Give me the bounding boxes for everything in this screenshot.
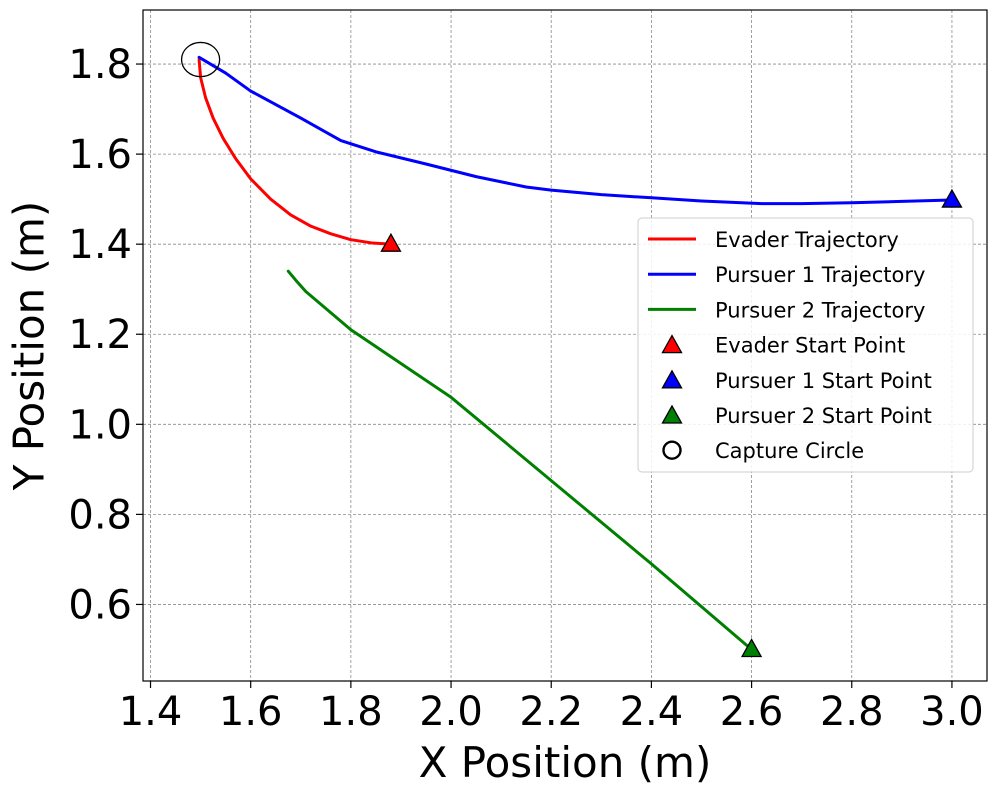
y-tick-label: 1.2 — [68, 312, 132, 358]
x-tick-label: 2.4 — [620, 689, 684, 735]
series-line — [197, 55, 954, 206]
x-tick-label: 1.8 — [319, 689, 383, 735]
legend-label: Evader Start Point — [715, 334, 905, 358]
y-tick-label: 1.8 — [68, 42, 132, 88]
y-tick-label: 0.6 — [68, 582, 132, 628]
legend-circle-swatch — [662, 440, 682, 460]
legend-triangle-swatch — [661, 404, 683, 424]
legend-triangle-swatch — [661, 334, 683, 354]
y-tick-label: 0.8 — [68, 492, 132, 538]
plot-area-frame — [142, 9, 988, 682]
y-tick-label: 1.6 — [68, 132, 132, 178]
plot-series — [180, 41, 963, 658]
x-tick-label: 3.0 — [920, 689, 984, 735]
y-tick-label: 1.4 — [68, 222, 132, 268]
x-tick-label: 1.6 — [219, 689, 283, 735]
capture-circle — [180, 41, 221, 78]
legend: Evader Trajectory Pursuer 1 Trajectory Pur… — [637, 217, 974, 473]
x-tick-label: 2.0 — [419, 689, 483, 735]
x-tick-label: 2.2 — [519, 689, 583, 735]
legend-box — [637, 217, 974, 473]
legend-label: Pursuer 2 Trajectory — [715, 298, 925, 322]
y-axis-title: Y Position (m) — [5, 201, 54, 492]
legend-label: Capture Circle — [715, 439, 864, 463]
legend-label: Pursuer 2 Start Point — [715, 404, 932, 428]
axis-ticks: 1.4 1.6 1.8 2.0 2.2 2.4 2.6 2.8 3.0 0.6 0.8 1.0 1.2 1… — [68, 42, 983, 735]
x-tick-label: 1.4 — [119, 689, 183, 735]
legend-label: Evader Trajectory — [715, 228, 899, 252]
legend-label: Pursuer 1 Trajectory — [715, 263, 925, 287]
series-line — [286, 269, 754, 651]
x-axis-title: X Position (m) — [419, 738, 712, 787]
y-tick-label: 1.0 — [68, 402, 132, 448]
x-tick-label: 2.8 — [820, 689, 884, 735]
x-tick-label: 2.6 — [720, 689, 784, 735]
start-point-marker — [941, 188, 963, 208]
start-point-marker — [740, 638, 763, 658]
legend-triangle-swatch — [661, 369, 683, 389]
start-point-marker — [380, 232, 402, 252]
series-line — [197, 58, 393, 246]
legend-label: Pursuer 1 Start Point — [715, 369, 932, 393]
